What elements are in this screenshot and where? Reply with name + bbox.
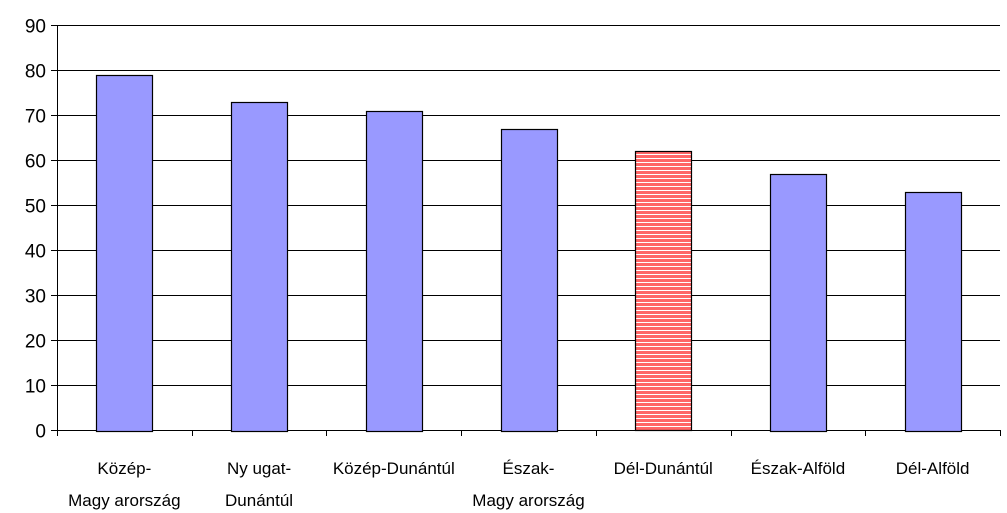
bar-highlighted: [634, 150, 693, 432]
y-tick-labels: 0 10 20 30 40 50 60 70 80 90: [25, 17, 46, 443]
y-tick-label: 90: [25, 17, 46, 38]
x-tick-label: Ny ugat-: [227, 459, 291, 478]
x-tick-label: Magy arország: [68, 491, 180, 510]
x-tick-label: Észak-Alföld: [751, 459, 845, 478]
y-tick-label: 40: [25, 242, 46, 263]
x-tick-label: Dunántúl: [225, 491, 293, 510]
bar: [95, 74, 154, 433]
y-tick-label: 50: [25, 197, 46, 218]
bar: [365, 110, 424, 433]
x-tick-label: Dél-Alföld: [896, 459, 970, 478]
x-tick-label: Közép-Dunántúl: [333, 459, 455, 478]
x-tick-labels: Közép- Magy arország Ny ugat- Dunántúl Közép…: [68, 459, 969, 510]
y-tick-label: 20: [25, 332, 46, 353]
bars: [95, 74, 963, 433]
bar: [230, 101, 289, 433]
y-tick-label: 80: [25, 62, 46, 83]
y-tick-label: 60: [25, 152, 46, 173]
x-tick-label: Dél-Dunántúl: [614, 459, 713, 478]
x-tick-label: Magy arország: [472, 491, 584, 510]
y-tick-label: 70: [25, 107, 46, 128]
y-tick-label: 30: [25, 287, 46, 308]
y-tick-label: 10: [25, 377, 46, 398]
bar: [769, 173, 828, 433]
bar: [500, 128, 559, 433]
x-tick-label: Közép-: [97, 459, 151, 478]
y-tick-label: 0: [35, 422, 46, 443]
x-tick-label: Észak-: [503, 459, 555, 478]
bar: [904, 191, 963, 433]
